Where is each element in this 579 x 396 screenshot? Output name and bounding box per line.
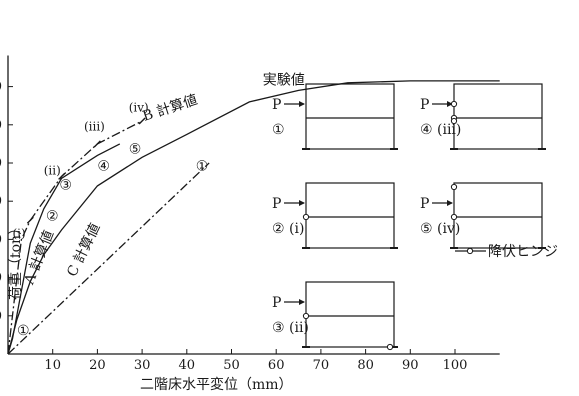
y-tick-label: 20 [0, 309, 2, 324]
frame-diagram-1: P① [272, 83, 398, 150]
hinge-step-mark [93, 140, 101, 148]
x-tick-label: 100 [443, 358, 468, 373]
hinge-marker [302, 213, 310, 221]
series-label-experiment: 実験値 [263, 73, 305, 89]
x-tick-label: 40 [179, 358, 196, 373]
load-symbol: P [272, 196, 281, 212]
series-line-3 [7, 162, 210, 355]
series-lines: 実験値 A 計算値 B 計算値 C 計算値 [7, 73, 500, 355]
load-symbol: P [272, 295, 281, 311]
hinge-marker [386, 343, 394, 351]
hinge-marker [450, 100, 458, 108]
load-symbol: P [420, 97, 429, 113]
plot-annotation: (ii) [44, 163, 61, 177]
series-label-b: B 計算値 [141, 92, 200, 125]
frame-label: ③ (ii) [272, 320, 309, 336]
y-tick-label: 60 [0, 232, 2, 247]
axes [7, 55, 500, 355]
annotations: ① ②③ ④ ⑤ ① (i) (ii) (iii) (iv) [12, 100, 208, 338]
series-line-2 [7, 120, 143, 355]
hinge-marker [450, 183, 458, 191]
frame-label: ① [272, 122, 285, 138]
frame-box [305, 182, 395, 249]
x-tick-label: 50 [223, 358, 240, 373]
plot-annotation: ② [46, 208, 59, 224]
x-tick-label: 80 [357, 358, 374, 373]
x-tick-label: 30 [134, 358, 151, 373]
frame-diagram-2: P ④ (iii) [420, 83, 546, 150]
plot-annotation: ① [196, 159, 209, 175]
plot-annotation: ⑤ [129, 141, 142, 157]
frame-label: ④ (iii) [420, 122, 461, 138]
y-tick-label: 40 [0, 271, 2, 286]
plot-annotation: (iii) [84, 120, 105, 134]
series-label-a: A 計算値 [21, 228, 57, 287]
frame-box [305, 281, 395, 348]
frame-diagram-4: P ⑤ (iv) [420, 182, 546, 249]
hinge-step-mark [58, 172, 66, 180]
legend: 降伏ヒンジ [455, 244, 558, 260]
hinge-marker [450, 117, 458, 125]
x-tick-label: 20 [89, 358, 106, 373]
y-tick-label: 80 [0, 194, 2, 209]
hinge-legend-marker [466, 247, 474, 255]
x-tick-label: 10 [44, 358, 61, 373]
load-arrow-head [447, 101, 453, 107]
hinge-marker [450, 213, 458, 221]
load-arrow-head [447, 200, 453, 206]
y-tick-label: 120 [0, 118, 2, 133]
frame-diagram-5: P ③ (ii) [272, 281, 398, 351]
hinge-step-mark [26, 216, 34, 224]
hinge-marker [302, 312, 310, 320]
plot-annotation: ① [17, 323, 30, 339]
x-axis-label: 二階床水平変位（mm） [140, 376, 293, 393]
x-tick-label: 90 [402, 358, 419, 373]
load-symbol: P [420, 196, 429, 212]
load-symbol: P [272, 97, 281, 113]
y-tick-label: 140 [0, 80, 2, 95]
series-line-0 [7, 80, 500, 355]
series-label-c: C 計算値 [64, 221, 103, 279]
x-tick-label: 70 [313, 358, 330, 373]
frame-box [453, 182, 543, 249]
axis-ticks: 10 20 30 40 50 60 70 80 90 100 20 40 60 80 100 120 140 [0, 80, 467, 373]
series-line-1 [7, 143, 121, 355]
y-axis-label: 荷重（ton） [8, 221, 24, 300]
frame-diagram-3: P ② (i) [272, 182, 398, 249]
frame-box [305, 83, 395, 150]
x-tick-label: 60 [268, 358, 285, 373]
frame-box [453, 83, 543, 150]
y-tick-label: 100 [0, 156, 2, 171]
plot-annotation: (i) [12, 226, 25, 240]
load-arrow-head [299, 200, 305, 206]
plot-annotation: ③ [59, 178, 72, 194]
load-arrow-head [299, 101, 305, 107]
hinge-legend-label: 降伏ヒンジ [488, 244, 558, 260]
frame-label: ② (i) [272, 221, 304, 237]
plot-annotation: ④ [97, 159, 110, 175]
frame-label: ⑤ (iv) [420, 221, 460, 237]
load-arrow-head [299, 299, 305, 305]
hinge-step-mark [138, 117, 146, 125]
plot-annotation: (iv) [129, 100, 149, 114]
